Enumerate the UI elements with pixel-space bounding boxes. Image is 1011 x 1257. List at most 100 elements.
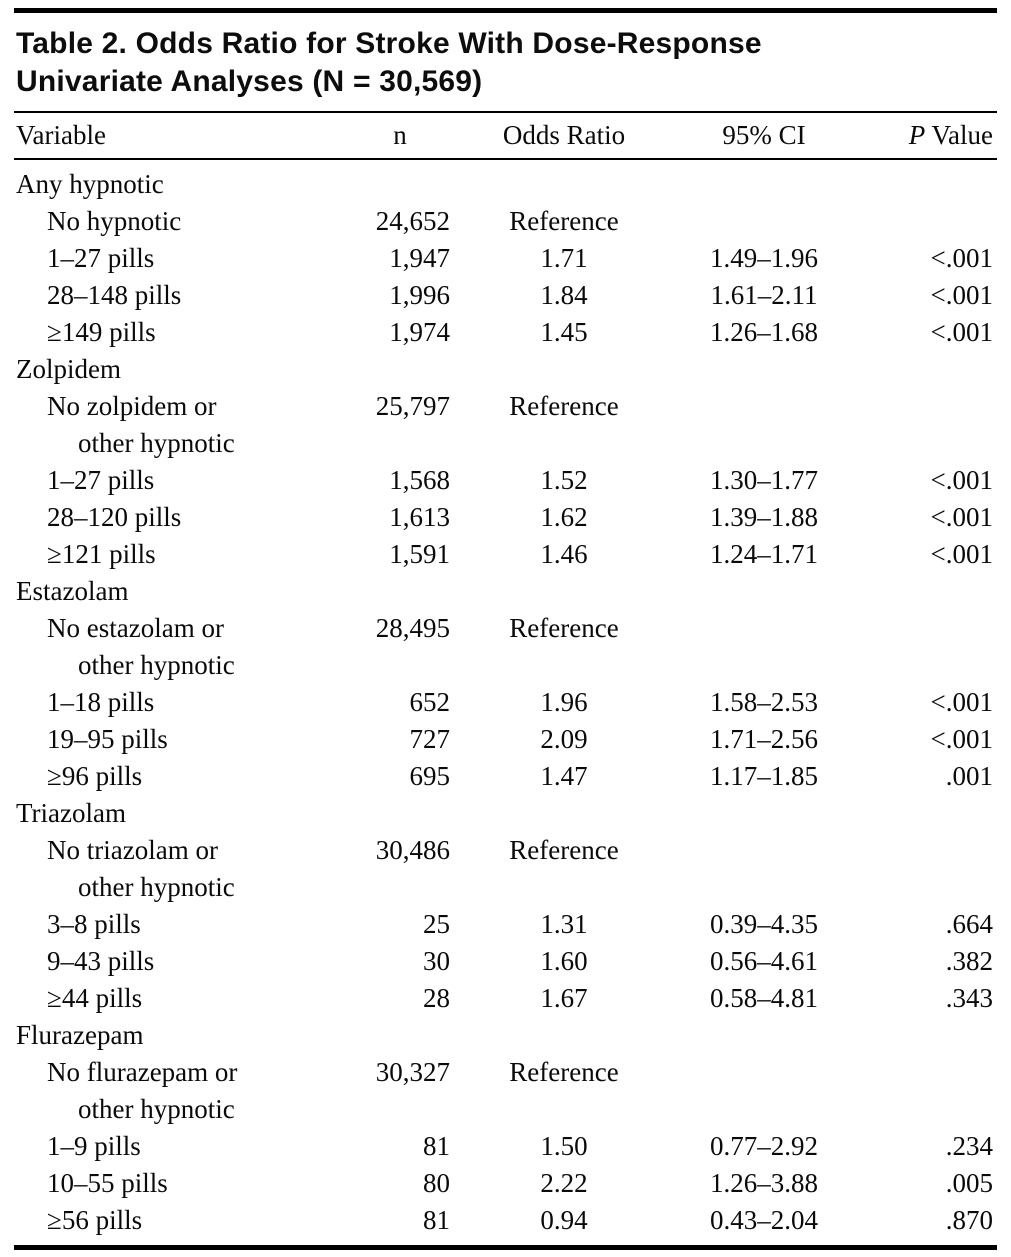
variable-label: 19–95 pills — [47, 724, 168, 754]
odds-ratio-cell: 1.67 — [540, 983, 588, 1013]
ci-cell — [664, 1054, 864, 1128]
group-header-row: Any hypnotic — [14, 159, 997, 203]
group-header-row: Flurazepam — [14, 1017, 997, 1054]
ci-cell: 1.58–2.53 — [710, 687, 818, 717]
n-cell: 24,652 — [375, 206, 450, 236]
variable-label: 1–27 pills — [47, 465, 155, 495]
variable-cell: ≥44 pills — [14, 980, 336, 1017]
p-value-header-italic: P — [908, 120, 926, 150]
variable-label-continued: other hypnotic — [78, 428, 235, 458]
table-row: No flurazepam or other hypnotic 30,327 Refe… — [14, 1054, 997, 1128]
p-value-cell — [864, 832, 997, 906]
variable-cell: No flurazepam or other hypnotic — [14, 1054, 336, 1128]
odds-ratio-cell: Reference — [509, 835, 619, 865]
ci-cell — [664, 388, 864, 462]
variable-cell: No hypnotic — [14, 203, 336, 240]
odds-ratio-cell: 1.84 — [540, 280, 588, 310]
ci-cell: 1.39–1.88 — [710, 502, 818, 532]
variable-cell: 28–148 pills — [14, 277, 336, 314]
variable-cell: 10–55 pills — [14, 1165, 336, 1202]
n-cell: 30,486 — [375, 835, 450, 865]
variable-cell: No zolpidem or other hypnotic — [14, 388, 336, 462]
variable-label: No flurazepam or — [47, 1057, 238, 1087]
table-row: ≥44 pills 28 1.67 0.58–4.81 .343 — [14, 980, 997, 1017]
variable-cell: 19–95 pills — [14, 721, 336, 758]
top-rule — [14, 8, 997, 13]
ci-cell: 0.77–2.92 — [710, 1131, 818, 1161]
ci-cell: 1.26–3.88 — [710, 1168, 818, 1198]
odds-ratio-cell: 0.94 — [540, 1205, 588, 1235]
n-cell: 81 — [423, 1131, 450, 1161]
group-label: Any hypnotic — [16, 169, 164, 199]
variable-cell: 1–18 pills — [14, 684, 336, 721]
odds-ratio-cell: 1.62 — [540, 502, 588, 532]
variable-label: No estazolam or — [47, 613, 224, 643]
p-value-cell: <.001 — [930, 687, 993, 717]
table-row: 19–95 pills 727 2.09 1.71–2.56 <.001 — [14, 721, 997, 758]
p-value-cell — [864, 1054, 997, 1128]
ci-cell: 1.71–2.56 — [710, 724, 818, 754]
column-header-variable: Variable — [14, 111, 336, 160]
variable-cell: No triazolam or other hypnotic — [14, 832, 336, 906]
ci-cell: 1.61–2.11 — [710, 280, 818, 310]
n-cell: 1,568 — [389, 465, 450, 495]
table-row: 9–43 pills 30 1.60 0.56–4.61 .382 — [14, 943, 997, 980]
variable-cell: ≥56 pills — [14, 1202, 336, 1245]
p-value-cell — [864, 610, 997, 684]
variable-label: No zolpidem or — [47, 391, 217, 421]
n-cell: 25,797 — [375, 391, 450, 421]
odds-ratio-cell: 2.09 — [540, 724, 588, 754]
variable-cell: 3–8 pills — [14, 906, 336, 943]
table-row: 1–27 pills 1,568 1.52 1.30–1.77 <.001 — [14, 462, 997, 499]
odds-ratio-cell: 1.71 — [540, 243, 588, 273]
variable-cell: 1–27 pills — [14, 240, 336, 277]
n-cell: 81 — [423, 1205, 450, 1235]
variable-label: ≥121 pills — [47, 539, 156, 569]
ci-cell: 1.26–1.68 — [710, 317, 818, 347]
p-value-cell — [864, 203, 997, 240]
ci-cell: 1.17–1.85 — [710, 761, 818, 791]
n-cell: 1,947 — [389, 243, 450, 273]
table-row: No estazolam or other hypnotic 28,495 Refer… — [14, 610, 997, 684]
table-row: 28–148 pills 1,996 1.84 1.61–2.11 <.001 — [14, 277, 997, 314]
table-row: 1–9 pills 81 1.50 0.77–2.92 .234 — [14, 1128, 997, 1165]
p-value-cell: <.001 — [930, 539, 993, 569]
odds-ratio-table: Variable n Odds Ratio 95% CI P Value Any… — [14, 111, 997, 1245]
n-cell: 25 — [423, 909, 450, 939]
table-title: Table 2. Odds Ratio for Stroke With Dose… — [14, 13, 997, 111]
table-title-line2: Univariate Analyses (N = 30,569) — [16, 65, 483, 98]
table-row: ≥149 pills 1,974 1.45 1.26–1.68 <.001 — [14, 314, 997, 351]
table-row: No triazolam or other hypnotic 30,486 Refer… — [14, 832, 997, 906]
table-row: 28–120 pills 1,613 1.62 1.39–1.88 <.001 — [14, 499, 997, 536]
odds-ratio-cell: 1.52 — [540, 465, 588, 495]
p-value-cell: <.001 — [930, 243, 993, 273]
header-row: Variable n Odds Ratio 95% CI P Value — [14, 111, 997, 160]
table-row: 3–8 pills 25 1.31 0.39–4.35 .664 — [14, 906, 997, 943]
table-row: ≥96 pills 695 1.47 1.17–1.85 .001 — [14, 758, 997, 795]
table-row: ≥56 pills 81 0.94 0.43–2.04 .870 — [14, 1202, 997, 1245]
table-row: 1–27 pills 1,947 1.71 1.49–1.96 <.001 — [14, 240, 997, 277]
n-cell: 1,613 — [389, 502, 450, 532]
variable-cell: 1–9 pills — [14, 1128, 336, 1165]
variable-cell: No estazolam or other hypnotic — [14, 610, 336, 684]
ci-cell: 0.58–4.81 — [710, 983, 818, 1013]
ci-cell — [664, 203, 864, 240]
variable-label-continued: other hypnotic — [78, 872, 235, 902]
odds-ratio-cell: 1.45 — [540, 317, 588, 347]
variable-cell: 1–27 pills — [14, 462, 336, 499]
n-cell: 1,591 — [389, 539, 450, 569]
odds-ratio-cell: 1.46 — [540, 539, 588, 569]
p-value-cell: <.001 — [930, 724, 993, 754]
ci-cell: 0.56–4.61 — [710, 946, 818, 976]
variable-cell: 9–43 pills — [14, 943, 336, 980]
n-cell: 28,495 — [375, 613, 450, 643]
variable-label: 10–55 pills — [47, 1168, 168, 1198]
p-value-cell: .001 — [945, 761, 993, 791]
group-header-row: Zolpidem — [14, 351, 997, 388]
variable-label: No hypnotic — [47, 206, 182, 236]
variable-cell: ≥121 pills — [14, 536, 336, 573]
n-cell: 30 — [423, 946, 450, 976]
odds-ratio-cell: Reference — [509, 391, 619, 421]
odds-ratio-cell: Reference — [509, 1057, 619, 1087]
column-header-n: n — [336, 111, 464, 160]
